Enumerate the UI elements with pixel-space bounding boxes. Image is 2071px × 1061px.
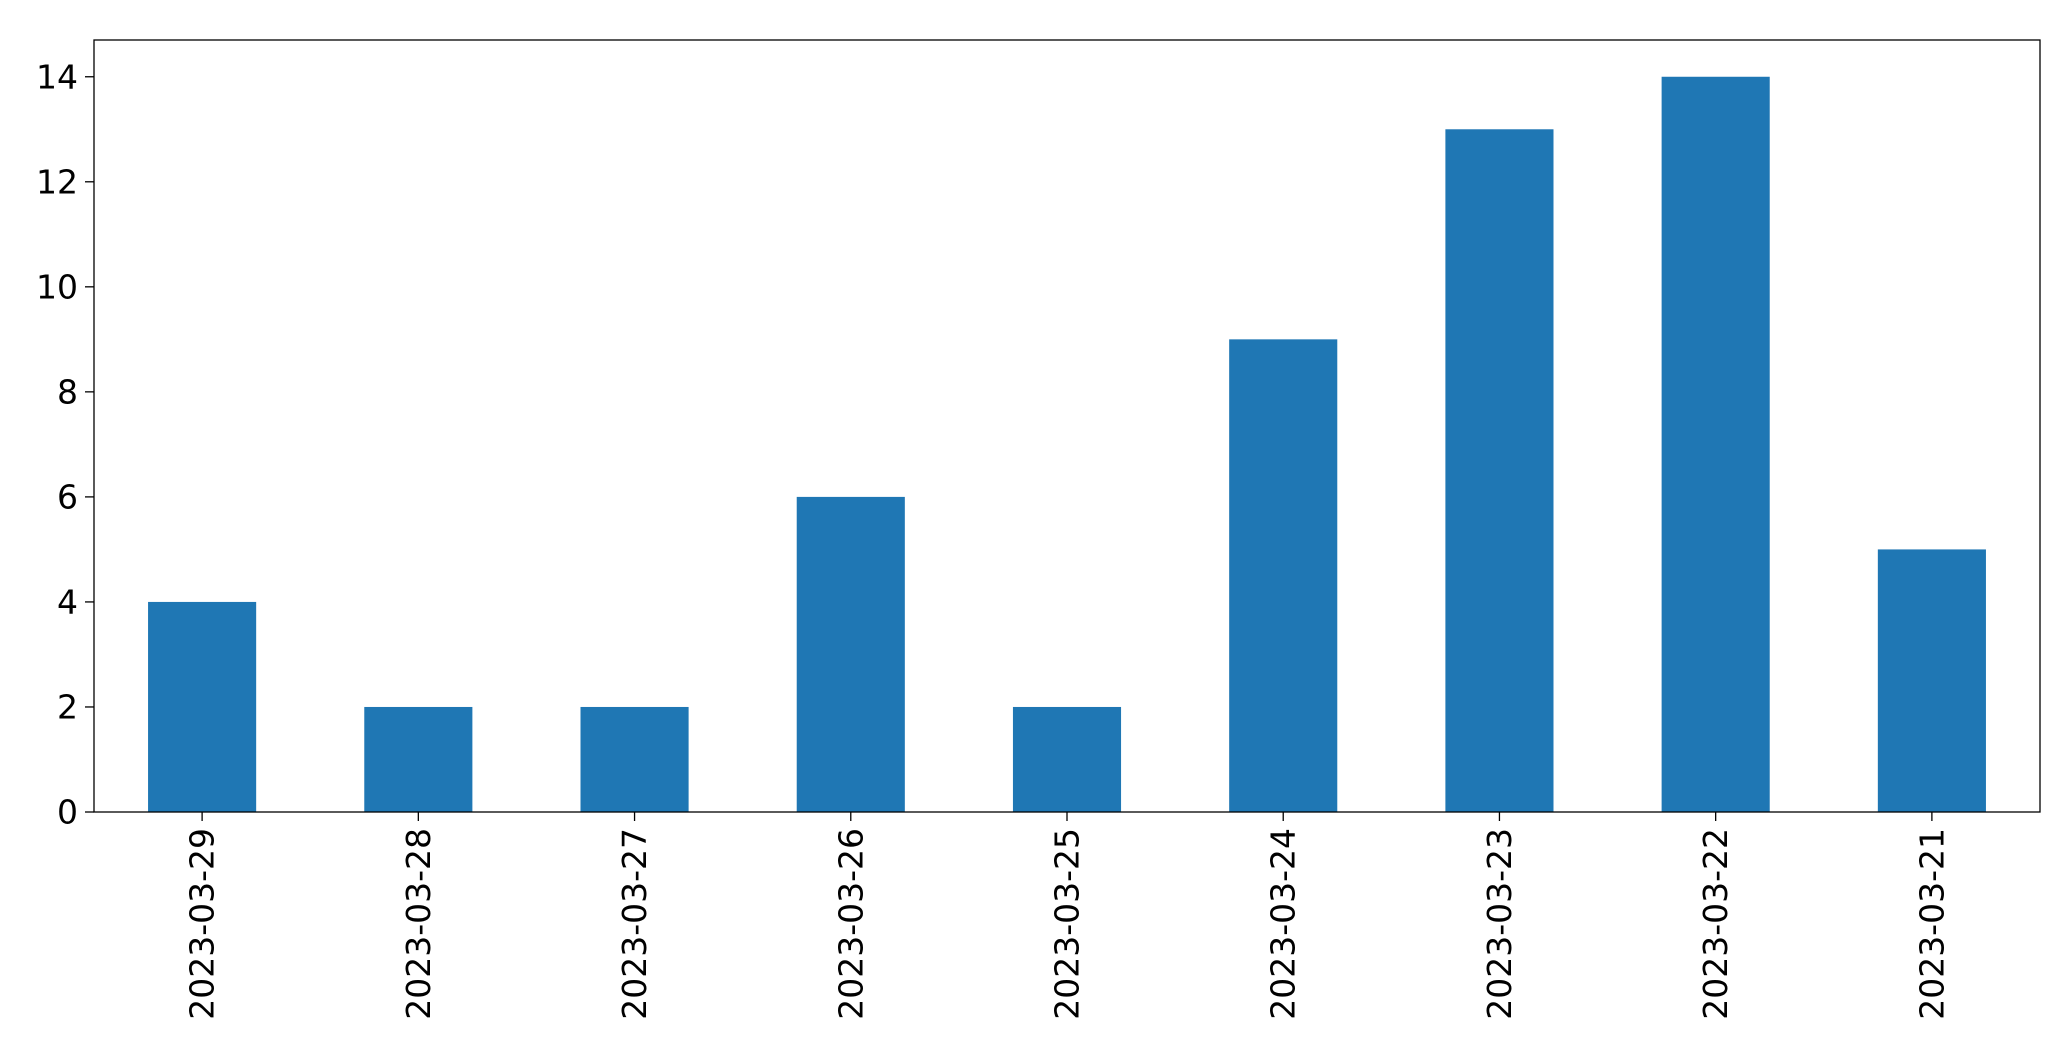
y-tick-label: 6 (57, 477, 78, 516)
x-tick-label: 2023-03-29 (183, 828, 222, 1020)
x-tick-label: 2023-03-28 (399, 828, 438, 1020)
x-tick-label: 2023-03-24 (1264, 828, 1303, 1020)
bar-2023-03-28 (364, 706, 473, 812)
bar-2023-03-26 (796, 496, 905, 812)
y-tick-label: 4 (57, 582, 78, 621)
y-axis: 0 2 4 6 8 10 12 14 (36, 57, 94, 832)
bar-2023-03-22 (1661, 76, 1770, 812)
y-tick-label: 2 (57, 687, 78, 726)
bar-2023-03-23 (1445, 129, 1554, 812)
x-tick-label: 2023-03-25 (1048, 828, 1087, 1020)
y-tick-label: 0 (57, 793, 78, 832)
y-tick-label: 12 (36, 162, 78, 201)
y-tick-label: 14 (36, 57, 78, 96)
x-tick-label: 2023-03-22 (1696, 828, 1735, 1020)
bar-2023-03-29 (148, 601, 257, 812)
y-tick-label: 10 (36, 267, 78, 306)
x-tick-label: 2023-03-26 (831, 828, 870, 1020)
x-tick-label: 2023-03-23 (1480, 828, 1519, 1020)
bar-2023-03-25 (1012, 706, 1122, 812)
y-tick-label: 8 (57, 372, 78, 411)
bar-2023-03-21 (1877, 549, 1986, 812)
x-tick-label: 2023-03-21 (1912, 828, 1951, 1020)
plot-frame (93, 39, 2041, 813)
x-axis: 2023-03-29 2023-03-28 2023-03-27 2023-03-26… (183, 812, 1951, 1020)
bar-2023-03-27 (580, 706, 689, 812)
bar-2023-03-24 (1229, 339, 1338, 812)
x-tick-label: 2023-03-27 (615, 828, 654, 1020)
bars-group (148, 76, 1986, 812)
